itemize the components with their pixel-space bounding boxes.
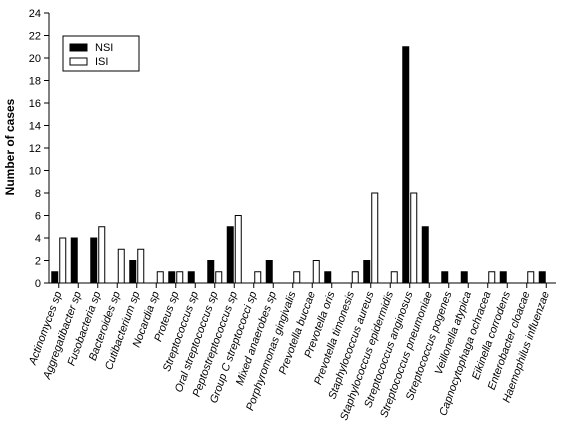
bar-isi <box>351 271 359 284</box>
bar-isi <box>410 192 418 284</box>
y-axis-title: Number of cases <box>3 98 17 195</box>
legend-swatch-nsi <box>69 43 88 52</box>
bar-isi <box>312 260 320 284</box>
bar-nsi <box>51 271 59 284</box>
bar-isi <box>371 192 379 284</box>
bar-isi <box>293 271 301 284</box>
bar-isi <box>59 237 67 284</box>
bar-isi <box>117 248 125 284</box>
legend-label-isi: ISI <box>95 56 108 68</box>
bar-nsi <box>402 46 410 284</box>
bar-isi <box>176 271 184 284</box>
y-tick-label: 4 <box>35 233 41 245</box>
bar-isi <box>527 271 535 284</box>
bar-isi <box>98 226 106 284</box>
y-tick-label: 20 <box>29 53 41 65</box>
bar-nsi <box>363 260 371 284</box>
bar-nsi <box>70 237 78 284</box>
bar-nsi <box>265 260 273 284</box>
bar-nsi <box>441 271 449 284</box>
y-tick-label: 6 <box>35 211 41 223</box>
y-tick-label: 24 <box>29 8 41 20</box>
bar-nsi <box>499 271 507 284</box>
bar-isi <box>215 271 223 284</box>
bar-isi <box>254 271 262 284</box>
bar-isi <box>390 271 398 284</box>
bar-nsi <box>538 271 546 284</box>
bar-nsi <box>90 237 98 284</box>
legend-swatch-isi <box>69 57 88 66</box>
bar-isi <box>488 271 496 284</box>
legend: NSI ISI <box>62 35 140 72</box>
bar-isi <box>137 248 145 284</box>
y-tick-label: 18 <box>29 76 41 88</box>
y-tick-label: 2 <box>35 256 41 268</box>
legend-label-nsi: NSI <box>95 42 113 54</box>
y-tick-label: 0 <box>35 278 41 290</box>
y-tick-label: 16 <box>29 98 41 110</box>
y-tick-label: 22 <box>29 31 41 43</box>
bar-nsi <box>207 260 215 284</box>
bar-nsi <box>324 271 332 284</box>
bar-nsi <box>226 226 234 284</box>
y-tick-label: 8 <box>35 188 41 200</box>
bar-nsi <box>168 271 176 284</box>
bar-nsi <box>129 260 137 284</box>
bar-isi <box>156 271 164 284</box>
bar-nsi <box>460 271 468 284</box>
bars <box>51 46 546 284</box>
bar-nsi <box>187 271 195 284</box>
bar-nsi <box>421 226 429 284</box>
y-tick-label: 12 <box>29 143 41 155</box>
y-tick-label: 14 <box>29 121 41 133</box>
y-tick-label: 10 <box>29 166 41 178</box>
x-axis <box>49 282 556 288</box>
bar-isi <box>234 215 242 284</box>
